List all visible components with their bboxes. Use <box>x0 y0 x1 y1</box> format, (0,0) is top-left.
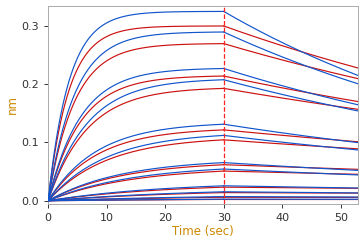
X-axis label: Time (sec): Time (sec) <box>173 225 234 238</box>
Y-axis label: nm: nm <box>5 95 19 114</box>
